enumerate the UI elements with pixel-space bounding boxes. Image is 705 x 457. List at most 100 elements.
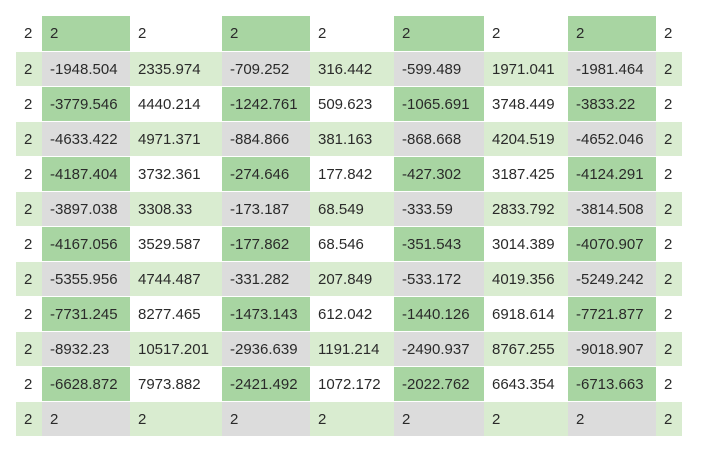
table-cell[interactable]: 2 <box>130 16 222 52</box>
table-cell[interactable]: -2936.639 <box>222 332 310 367</box>
table-cell[interactable]: 2 <box>656 367 682 402</box>
table-cell[interactable]: 509.623 <box>310 87 394 122</box>
table-cell[interactable]: 8277.465 <box>130 297 222 332</box>
table-cell[interactable]: 2 <box>656 332 682 367</box>
table-cell[interactable]: 2 <box>16 157 42 192</box>
table-cell[interactable]: -3833.22 <box>568 87 656 122</box>
table-cell[interactable]: 2 <box>656 297 682 332</box>
table-cell[interactable]: 2 <box>222 402 310 437</box>
table-cell[interactable]: 2 <box>394 402 484 437</box>
table-cell[interactable]: 3529.587 <box>130 227 222 262</box>
table-cell[interactable]: 4744.487 <box>130 262 222 297</box>
table-cell[interactable]: 4971.371 <box>130 122 222 157</box>
table-cell[interactable]: 1191.214 <box>310 332 394 367</box>
table-cell[interactable]: 2 <box>568 16 656 52</box>
table-cell[interactable]: -351.543 <box>394 227 484 262</box>
table-cell[interactable]: -173.187 <box>222 192 310 227</box>
table-cell[interactable]: -333.59 <box>394 192 484 227</box>
table-cell[interactable]: 2 <box>484 402 568 437</box>
table-cell[interactable]: 2 <box>16 367 42 402</box>
table-cell[interactable]: 10517.201 <box>130 332 222 367</box>
table-cell[interactable]: -1440.126 <box>394 297 484 332</box>
table-cell[interactable]: 1971.041 <box>484 52 568 87</box>
table-cell[interactable]: 6918.614 <box>484 297 568 332</box>
table-cell[interactable]: 316.442 <box>310 52 394 87</box>
table-cell[interactable]: 2 <box>568 402 656 437</box>
table-cell[interactable]: 2 <box>310 402 394 437</box>
table-cell[interactable]: -177.862 <box>222 227 310 262</box>
table-cell[interactable]: -3814.508 <box>568 192 656 227</box>
table-cell[interactable]: -599.489 <box>394 52 484 87</box>
table-cell[interactable]: -868.668 <box>394 122 484 157</box>
table-cell[interactable]: 2 <box>42 16 130 52</box>
table-cell[interactable]: 2335.974 <box>130 52 222 87</box>
table-cell[interactable]: 2 <box>16 297 42 332</box>
table-cell[interactable]: 2 <box>16 192 42 227</box>
table-cell[interactable]: 2 <box>656 52 682 87</box>
table-cell[interactable]: 2 <box>16 332 42 367</box>
table-cell[interactable]: -5249.242 <box>568 262 656 297</box>
table-cell[interactable]: -4124.291 <box>568 157 656 192</box>
table-cell[interactable]: 2 <box>394 16 484 52</box>
table-cell[interactable]: 3308.33 <box>130 192 222 227</box>
table-cell[interactable]: 177.842 <box>310 157 394 192</box>
table-cell[interactable]: -274.646 <box>222 157 310 192</box>
table-cell[interactable]: -2022.762 <box>394 367 484 402</box>
table-cell[interactable]: 2 <box>656 122 682 157</box>
table-cell[interactable]: -2490.937 <box>394 332 484 367</box>
table-cell[interactable]: -1065.691 <box>394 87 484 122</box>
table-cell[interactable]: 207.849 <box>310 262 394 297</box>
table-cell[interactable]: -533.172 <box>394 262 484 297</box>
table-cell[interactable]: 2 <box>16 227 42 262</box>
table-cell[interactable]: -331.282 <box>222 262 310 297</box>
table-cell[interactable]: 2 <box>656 227 682 262</box>
table-cell[interactable]: 2 <box>310 16 394 52</box>
table-cell[interactable]: -427.302 <box>394 157 484 192</box>
table-cell[interactable]: -709.252 <box>222 52 310 87</box>
table-cell[interactable]: 2 <box>656 16 682 52</box>
table-cell[interactable]: -4187.404 <box>42 157 130 192</box>
table-cell[interactable]: 2 <box>222 16 310 52</box>
table-cell[interactable]: 1072.172 <box>310 367 394 402</box>
table-cell[interactable]: 2 <box>16 87 42 122</box>
table-cell[interactable]: 7973.882 <box>130 367 222 402</box>
table-cell[interactable]: 381.163 <box>310 122 394 157</box>
table-cell[interactable]: -4633.422 <box>42 122 130 157</box>
table-cell[interactable]: 68.549 <box>310 192 394 227</box>
table-cell[interactable]: 4440.214 <box>130 87 222 122</box>
table-cell[interactable]: -1473.143 <box>222 297 310 332</box>
table-cell[interactable]: -3779.546 <box>42 87 130 122</box>
table-cell[interactable]: 4204.519 <box>484 122 568 157</box>
table-cell[interactable]: 612.042 <box>310 297 394 332</box>
table-cell[interactable]: 2 <box>656 87 682 122</box>
table-cell[interactable]: 2 <box>656 157 682 192</box>
table-cell[interactable]: 2 <box>16 16 42 52</box>
table-cell[interactable]: 2 <box>484 16 568 52</box>
table-cell[interactable]: 2 <box>16 262 42 297</box>
table-cell[interactable]: 4019.356 <box>484 262 568 297</box>
table-cell[interactable]: -9018.907 <box>568 332 656 367</box>
table-cell[interactable]: 68.546 <box>310 227 394 262</box>
table-cell[interactable]: 2 <box>656 192 682 227</box>
table-cell[interactable]: -884.866 <box>222 122 310 157</box>
table-cell[interactable]: -7731.245 <box>42 297 130 332</box>
table-cell[interactable]: 3748.449 <box>484 87 568 122</box>
table-cell[interactable]: -3897.038 <box>42 192 130 227</box>
table-cell[interactable]: 2 <box>16 122 42 157</box>
table-cell[interactable]: -1948.504 <box>42 52 130 87</box>
table-cell[interactable]: -6713.663 <box>568 367 656 402</box>
table-cell[interactable]: -2421.492 <box>222 367 310 402</box>
table-cell[interactable]: -1242.761 <box>222 87 310 122</box>
table-cell[interactable]: 2 <box>42 402 130 437</box>
table-cell[interactable]: 3732.361 <box>130 157 222 192</box>
table-cell[interactable]: -7721.877 <box>568 297 656 332</box>
table-cell[interactable]: 3014.389 <box>484 227 568 262</box>
table-cell[interactable]: -5355.956 <box>42 262 130 297</box>
table-cell[interactable]: 8767.255 <box>484 332 568 367</box>
table-cell[interactable]: 2 <box>656 262 682 297</box>
table-cell[interactable]: -8932.23 <box>42 332 130 367</box>
table-cell[interactable]: 2 <box>16 402 42 437</box>
table-cell[interactable]: 3187.425 <box>484 157 568 192</box>
table-cell[interactable]: 2 <box>656 402 682 437</box>
table-cell[interactable]: 2 <box>130 402 222 437</box>
